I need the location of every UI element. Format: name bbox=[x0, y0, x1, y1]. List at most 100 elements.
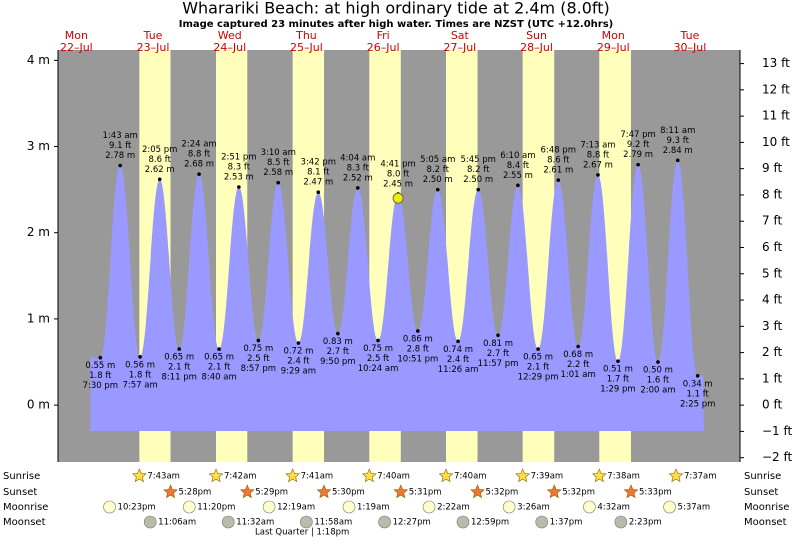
tide-label: 1.6 ft bbox=[647, 376, 670, 386]
tide-label: 0.86 m bbox=[403, 334, 433, 344]
y-tick-label: 4 m bbox=[27, 53, 50, 67]
tide-label: 2.5 ft bbox=[247, 354, 270, 364]
tide-label: 2.52 m bbox=[343, 173, 373, 183]
sunset-icon bbox=[623, 484, 639, 499]
sunset-time: 5:29pm bbox=[255, 488, 288, 498]
y2-tick-label: 5 ft bbox=[762, 266, 782, 280]
row-label: Sunrise bbox=[744, 471, 781, 482]
tide-label: 8.8 ft bbox=[587, 150, 610, 160]
tide-point bbox=[695, 374, 700, 378]
tide-label: 1:29 pm bbox=[600, 385, 635, 395]
tide-label: 9.3 ft bbox=[667, 136, 690, 146]
tide-point bbox=[355, 186, 360, 190]
tide-label: 0.75 m bbox=[243, 344, 273, 354]
tide-point bbox=[675, 158, 680, 163]
tide-point bbox=[596, 173, 600, 177]
tide-label: 8.3 ft bbox=[228, 163, 251, 173]
tide-label: 1.1 ft bbox=[686, 389, 709, 399]
moonset-time: 11:06am bbox=[158, 518, 196, 528]
day-name: Mon bbox=[602, 29, 625, 42]
tide-label: 6:10 am bbox=[500, 151, 535, 161]
sunset-time: 5:28pm bbox=[179, 488, 212, 498]
tide-label: 2.50 m bbox=[423, 175, 453, 185]
tide-label: 12:29 pm bbox=[518, 373, 559, 383]
moonrise-time: 3:26am bbox=[517, 503, 550, 513]
tide-label: 2.4 ft bbox=[287, 357, 310, 367]
tide-label: 7:30 pm bbox=[83, 381, 118, 391]
tide-label: 9:29 am bbox=[281, 367, 316, 377]
tide-label: 8:57 pm bbox=[241, 364, 276, 374]
tide-point bbox=[177, 347, 182, 351]
moonset-icon bbox=[300, 515, 313, 529]
sunrise-time: 7:41am bbox=[301, 472, 334, 482]
tide-point bbox=[118, 163, 122, 168]
sunset-icon bbox=[239, 484, 255, 499]
tide-label: 3:10 am bbox=[261, 148, 296, 158]
y2-tick-label: 6 ft bbox=[762, 240, 782, 254]
y2-tick-label: −1 ft bbox=[762, 424, 793, 438]
tide-label: 2.68 m bbox=[184, 160, 214, 170]
moonrise-time: 4:32am bbox=[597, 503, 630, 513]
sunrise-time: 7:38am bbox=[607, 472, 640, 482]
day-date: 26–Jul bbox=[367, 41, 400, 54]
tide-point bbox=[197, 172, 201, 176]
row-label: Moonset bbox=[744, 517, 787, 528]
tide-label: 2.78 m bbox=[105, 151, 135, 161]
day-name: Thu bbox=[295, 29, 317, 42]
moonset-time: 1:37pm bbox=[550, 518, 583, 528]
tide-point bbox=[476, 187, 481, 192]
sunset-time: 5:33pm bbox=[639, 488, 672, 498]
day-name: Fri bbox=[377, 29, 390, 42]
tide-label: 5:45 pm bbox=[460, 155, 495, 165]
y2-tick-label: 1 ft bbox=[762, 371, 782, 385]
tide-point bbox=[256, 338, 261, 343]
tide-label: 0.75 m bbox=[363, 344, 393, 354]
y-tick-label: 2 m bbox=[27, 225, 50, 239]
moonrise-time: 10:23pm bbox=[118, 503, 156, 513]
chart-subtitle: Image captured 23 minutes after high wat… bbox=[179, 19, 614, 30]
tide-point bbox=[316, 190, 321, 195]
day-date: 24–Jul bbox=[213, 41, 246, 54]
tide-point bbox=[237, 185, 241, 189]
sunset-icon bbox=[316, 484, 332, 499]
tide-label: 2.45 m bbox=[383, 179, 413, 189]
sunrise-time: 7:40am bbox=[377, 472, 410, 482]
sunset-icon bbox=[470, 484, 485, 499]
y2-tick-label: 11 ft bbox=[762, 109, 790, 123]
y2-tick-label: 13 ft bbox=[762, 56, 790, 70]
row-label: Moonset bbox=[3, 517, 46, 528]
tide-label: 2.53 m bbox=[224, 173, 254, 183]
tide-label: 2:00 am bbox=[640, 386, 675, 396]
tide-point bbox=[456, 339, 460, 344]
tide-point bbox=[435, 187, 440, 192]
moonset-time: 2:23pm bbox=[629, 518, 662, 528]
tide-label: 8.2 ft bbox=[467, 165, 490, 175]
tide-label: 2.50 m bbox=[463, 175, 493, 185]
tide-label: 2.2 ft bbox=[567, 360, 590, 370]
tide-label: 0.65 m bbox=[523, 353, 553, 363]
day-name: Tue bbox=[680, 29, 700, 42]
moonset-time: 11:32am bbox=[236, 518, 274, 528]
tide-label: 8.8 ft bbox=[188, 150, 211, 160]
moonrise-icon bbox=[342, 500, 356, 514]
day-date: 25–Jul bbox=[290, 41, 323, 54]
tide-label: 0.83 m bbox=[323, 337, 353, 347]
tide-label: 2.55 m bbox=[503, 171, 533, 181]
tide-point bbox=[157, 177, 162, 182]
sunrise-icon bbox=[208, 468, 224, 483]
tide-label: 8.0 ft bbox=[387, 169, 410, 179]
tide-point bbox=[576, 344, 580, 349]
chart-title: Wharariki Beach: at high ordinary tide a… bbox=[182, 0, 610, 18]
tide-label: 0.65 m bbox=[164, 353, 194, 363]
day-name: Wed bbox=[218, 29, 242, 42]
y2-tick-label: 2 ft bbox=[762, 345, 782, 359]
moonset-icon bbox=[456, 515, 470, 529]
moonset-time: 12:59pm bbox=[471, 518, 509, 528]
moonrise-time: 11:20pm bbox=[197, 503, 235, 513]
tide-label: 6:48 pm bbox=[541, 146, 576, 156]
y-tick-label: 3 m bbox=[27, 139, 50, 153]
tide-point bbox=[296, 341, 301, 345]
tide-point bbox=[556, 178, 561, 182]
tide-label: 0.72 m bbox=[283, 347, 313, 357]
moonrise-icon bbox=[103, 500, 116, 514]
